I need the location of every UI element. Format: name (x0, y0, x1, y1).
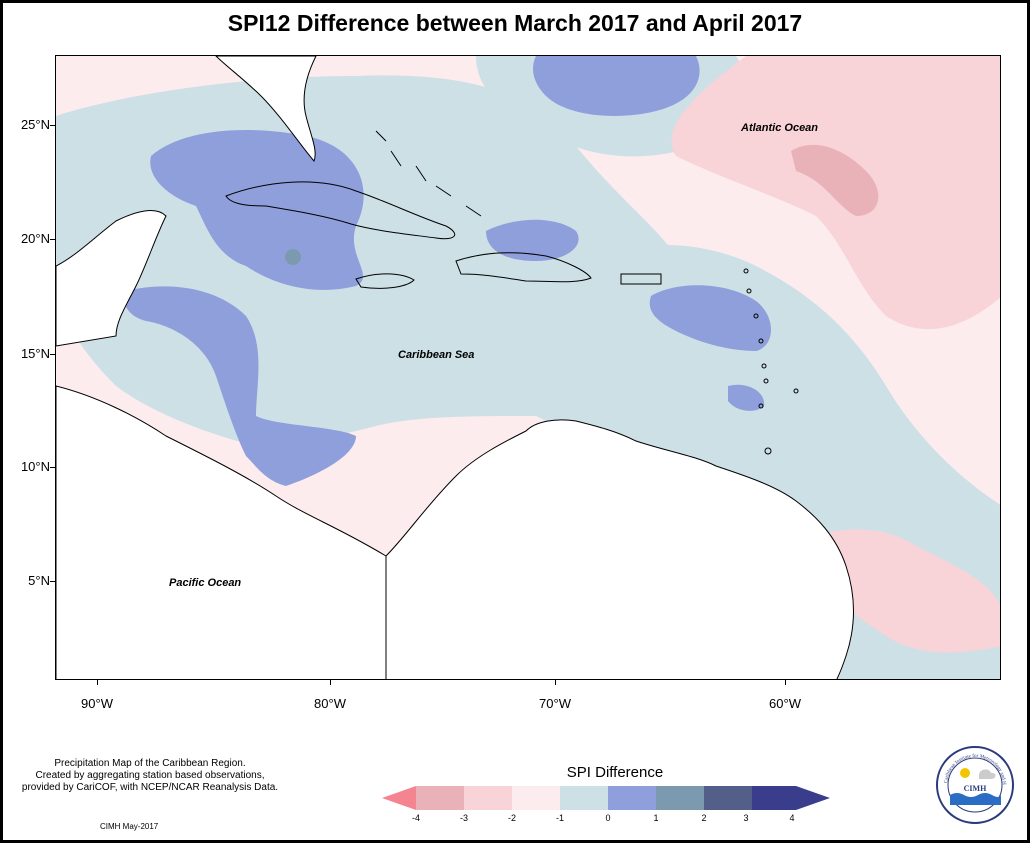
legend-tick-label: -4 (411, 813, 420, 823)
spi-zone-pink-south (816, 529, 1000, 653)
legend-swatch (560, 786, 608, 810)
island-hispaniola (455, 252, 592, 283)
legend-tick-label: -2 (507, 813, 516, 823)
lon-label-80w: 80°W (314, 696, 346, 711)
legend-swatch-arrow-left (382, 786, 416, 810)
lon-label-70w: 70°W (539, 696, 571, 711)
lat-label-15n: 15°N (20, 346, 50, 361)
lon-tick (785, 680, 786, 685)
legend-tick-label: 2 (701, 813, 707, 823)
legend-swatch (608, 786, 656, 810)
sun-icon (960, 768, 970, 778)
legend-colorbar (382, 786, 830, 810)
label-pacific-ocean: Pacific Ocean (169, 577, 241, 589)
lat-tick (50, 467, 55, 468)
lon-tick (97, 680, 98, 685)
lon-tick (330, 680, 331, 685)
lon-label-60w: 60°W (769, 696, 801, 711)
label-caribbean-sea: Caribbean Sea (398, 349, 474, 361)
lat-label-20n: 20°N (20, 231, 50, 246)
legend-swatch (656, 786, 704, 810)
lat-label-5n: 5°N (28, 573, 50, 588)
lon-tick (555, 680, 556, 685)
credit-text: CIMH May-2017 (100, 822, 159, 831)
land-yucatan (56, 210, 167, 347)
spi-zone-blue-cuba (150, 130, 364, 290)
note-line-2: Created by aggregating station based obs… (35, 770, 265, 781)
lat-label-25n: 25°N (20, 117, 50, 132)
legend-swatch (416, 786, 464, 810)
legend-tick-label: 3 (743, 813, 749, 823)
legend-swatch (704, 786, 752, 810)
lat-tick (50, 354, 55, 355)
legend-swatch-arrow-right (796, 786, 830, 810)
legend-title: SPI Difference (566, 764, 664, 781)
label-atlantic-ocean: Atlantic Ocean (740, 122, 818, 134)
spi-zone-blue-windward (728, 384, 765, 411)
cimh-logo: CIMH Caribbean Institute for Meteorology… (935, 745, 1014, 824)
land-south-america (385, 419, 854, 679)
waves-icon (950, 793, 1001, 805)
map-description: Precipitation Map of the Caribbean Regio… (5, 758, 295, 794)
spi-map: Atlantic Ocean Caribbean Sea Pacific Oce… (56, 56, 1000, 679)
spi-zone-dark-blue-spot (285, 249, 301, 265)
land-florida (215, 56, 317, 162)
spi-zone-blue-central-america (124, 286, 357, 486)
spi-zone-blue-lesser-antilles (649, 285, 771, 351)
legend-tick-label: -1 (555, 813, 564, 823)
map-panel: Atlantic Ocean Caribbean Sea Pacific Oce… (55, 55, 1001, 680)
note-line-1: Precipitation Map of the Caribbean Regio… (54, 758, 246, 769)
legend-tick-label: -3 (459, 813, 468, 823)
spi-zone-pink-core (791, 144, 879, 216)
note-line-3: provided by CariCOF, with NCEP/NCAR Rean… (21, 782, 279, 793)
spi-zone-blue-hispaniola (486, 219, 579, 261)
lat-tick (50, 125, 55, 126)
legend-swatch (464, 786, 512, 810)
legend-tick-label: 0 (605, 813, 611, 823)
map-title: SPI12 Difference between March 2017 and … (227, 10, 803, 36)
legend-swatch (512, 786, 560, 810)
islands-lesser-antilles (743, 268, 799, 455)
island-jamaica (355, 273, 415, 289)
lon-label-90w: 90°W (81, 696, 113, 711)
island-cuba (225, 181, 456, 240)
logo-text: CIMH (964, 784, 987, 793)
cloud-icon (979, 769, 996, 779)
land-pacific-area (56, 385, 387, 679)
spi-zone-blue-north (533, 56, 700, 116)
lat-label-10n: 10°N (20, 459, 50, 474)
legend-tick-label: 4 (789, 813, 795, 823)
lat-tick (50, 239, 55, 240)
legend-swatch (752, 786, 796, 810)
legend-tick-label: 1 (653, 813, 659, 823)
island-bahamas (375, 130, 482, 217)
lat-tick (50, 581, 55, 582)
island-puerto-rico (620, 273, 662, 285)
